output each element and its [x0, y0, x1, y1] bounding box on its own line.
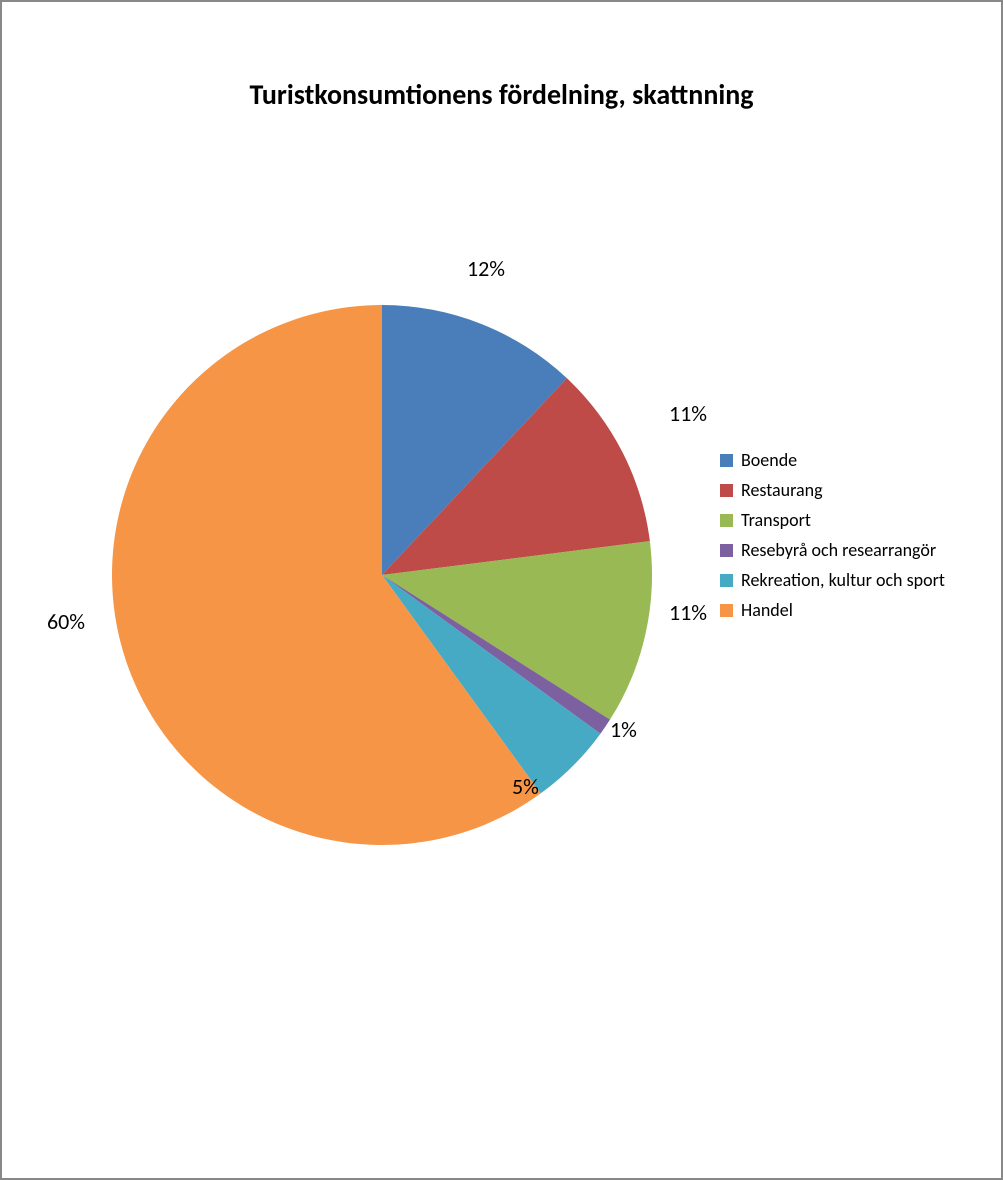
legend-swatch	[720, 454, 733, 467]
legend-swatch	[720, 574, 733, 587]
legend-label: Transport	[741, 509, 811, 531]
legend-item: Restaurang	[720, 479, 945, 501]
chart-title: Turistkonsumtionens fördelning, skattnni…	[2, 77, 1001, 112]
chart-frame: Turistkonsumtionens fördelning, skattnni…	[0, 0, 1003, 1180]
legend-label: Resebyrå och researrangör	[741, 539, 936, 561]
legend-swatch	[720, 544, 733, 557]
data-label: 11%	[669, 400, 707, 427]
legend-label: Rekreation, kultur och sport	[741, 569, 945, 591]
legend-item: Handel	[720, 599, 945, 621]
legend-item: Resebyrå och researrangör	[720, 539, 945, 561]
legend-swatch	[720, 604, 733, 617]
legend-label: Boende	[741, 449, 797, 471]
legend-item: Rekreation, kultur och sport	[720, 569, 945, 591]
pie-chart	[110, 303, 654, 847]
legend-swatch	[720, 514, 733, 527]
legend-label: Restaurang	[741, 479, 823, 501]
legend-item: Boende	[720, 449, 945, 471]
legend: Boende Restaurang Transport Resebyrå och re…	[720, 449, 945, 629]
legend-item: Transport	[720, 509, 945, 531]
data-label: 60%	[47, 608, 85, 635]
data-label: 1%	[610, 716, 637, 743]
data-label: 12%	[467, 255, 505, 282]
legend-swatch	[720, 484, 733, 497]
data-label: 5%	[512, 773, 539, 800]
legend-label: Handel	[741, 599, 793, 621]
data-label: 11%	[669, 599, 707, 626]
